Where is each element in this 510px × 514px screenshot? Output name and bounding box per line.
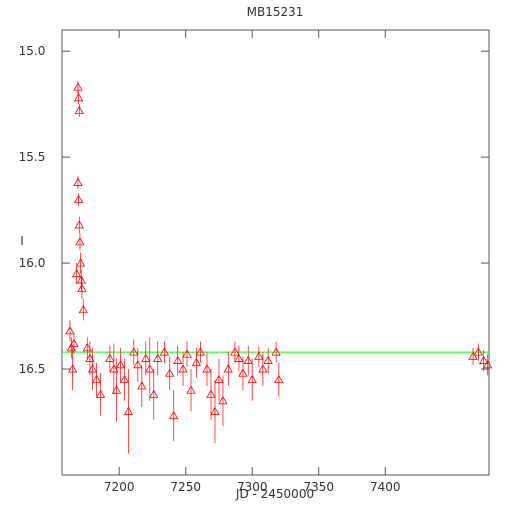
point [71,268,82,278]
point [65,326,75,335]
point [254,351,264,360]
point [87,364,98,373]
point [73,93,84,102]
x-tick-label: 7300 [237,480,268,494]
point [145,364,155,373]
point [234,353,244,362]
y-tick-label: 15.5 [19,150,46,164]
chart-title: MB15231 [247,5,304,19]
point [105,353,115,362]
point [258,364,268,373]
point [478,355,489,364]
point [123,406,134,415]
point [75,237,85,246]
point [153,353,163,362]
point [74,220,84,229]
point [274,374,284,384]
point [263,355,273,364]
y-tick-label: 16.0 [19,256,46,270]
point [218,396,228,405]
point [77,283,87,292]
plot-frame [61,29,490,476]
point [173,355,183,364]
point [119,374,130,384]
point [67,364,78,373]
point [95,389,106,398]
point [169,410,179,420]
x-tick-label: 7400 [370,480,401,494]
point [243,355,253,364]
point [271,347,281,356]
point [195,347,206,356]
point [230,347,240,356]
point [78,304,88,314]
point [74,105,84,114]
point [76,275,86,284]
point [247,374,257,384]
point [223,364,233,373]
point [165,368,175,377]
point [73,194,84,203]
point [137,381,147,390]
x-axis-label: JD - 2450000 [235,487,314,501]
point [206,389,216,398]
point [85,353,95,362]
point [69,338,79,348]
point [238,368,248,377]
point [73,82,83,91]
point [191,357,202,367]
point [473,347,484,356]
point [73,177,83,186]
point [149,389,159,398]
point [66,343,77,352]
x-tick-label: 7250 [170,480,201,494]
point [141,353,151,362]
point [182,349,192,358]
point [91,374,102,384]
point [111,385,122,394]
point [214,374,224,384]
x-tick-label: 7350 [303,480,334,494]
point [115,360,126,369]
x-tick-label: 7200 [104,480,135,494]
point [482,360,493,369]
point [210,406,220,415]
y-tick-label: 15.0 [19,44,46,58]
y-tick-label: 16.5 [19,362,46,376]
point [75,258,86,267]
point [129,347,139,356]
point [159,347,170,356]
point [186,385,196,394]
point [468,351,478,360]
point [82,343,92,352]
point [109,364,119,373]
point [178,364,188,373]
y-axis-label: I [20,234,24,248]
point [202,364,212,373]
point [133,360,143,369]
